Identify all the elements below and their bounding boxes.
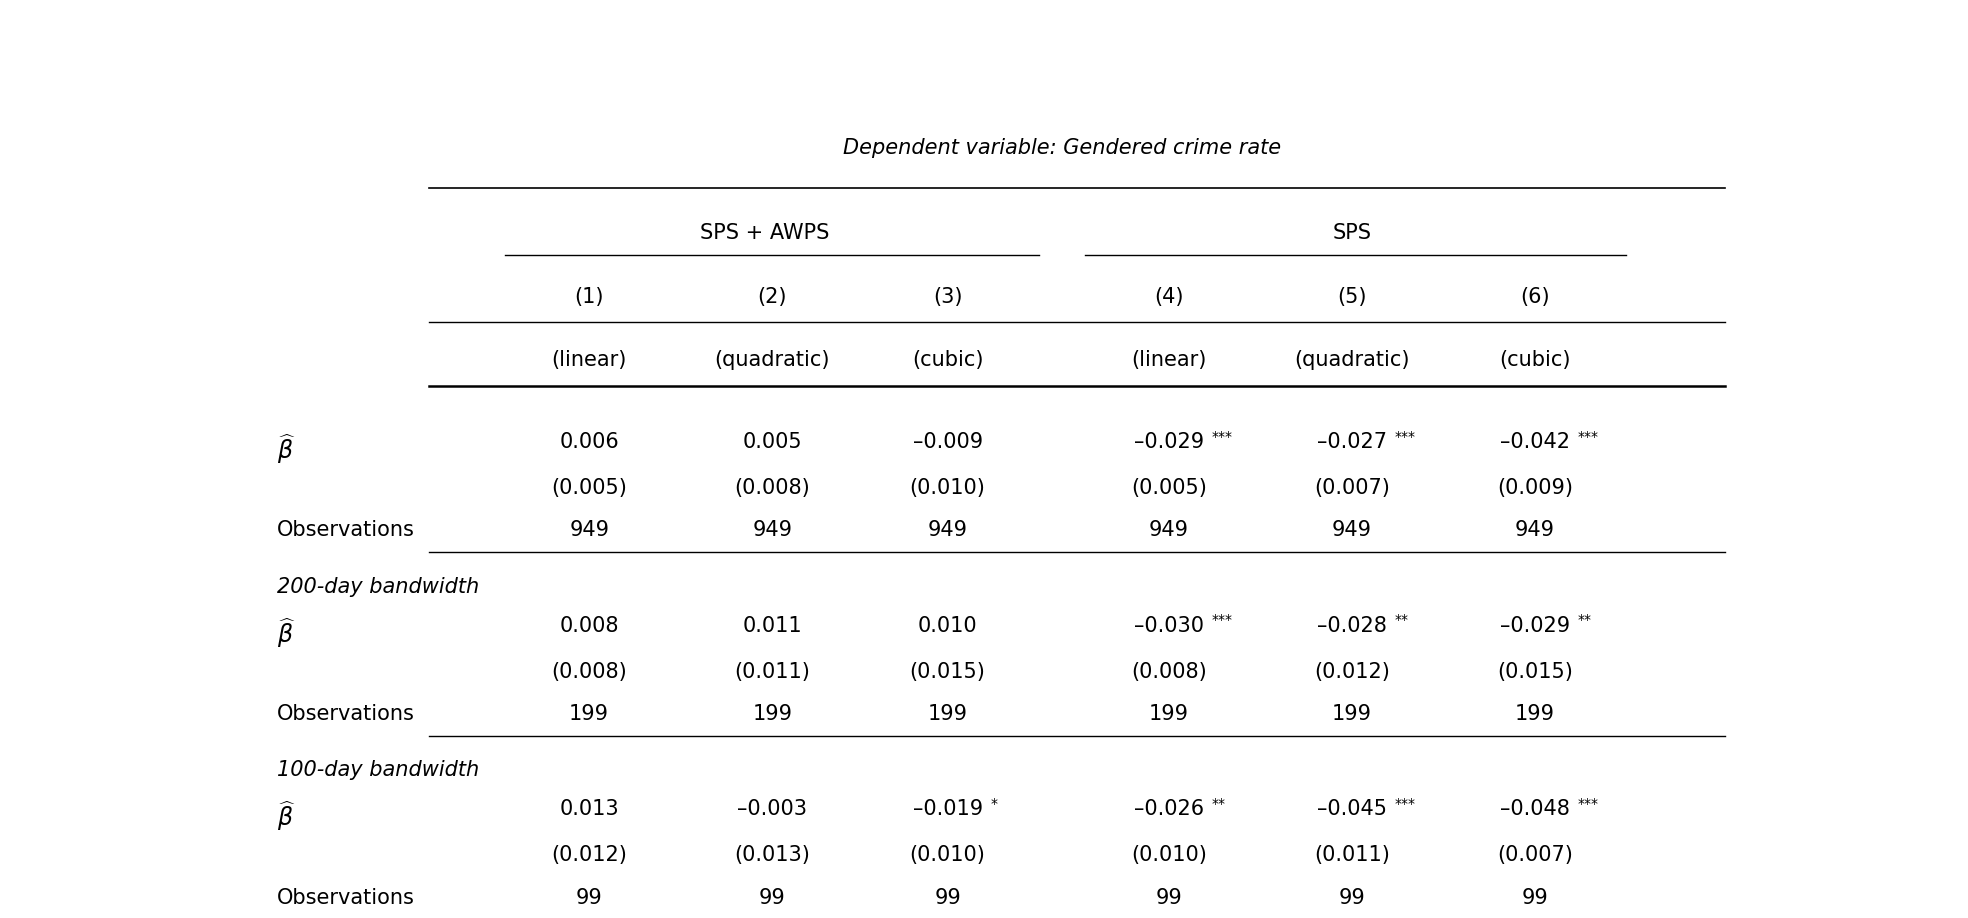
Text: $\widehat{\beta}$: $\widehat{\beta}$ — [276, 800, 295, 834]
Text: 949: 949 — [1149, 521, 1189, 540]
Text: 99: 99 — [577, 888, 602, 908]
Text: (0.008): (0.008) — [1132, 662, 1206, 681]
Text: $\widehat{\beta}$: $\widehat{\beta}$ — [276, 616, 295, 650]
Text: (cubic): (cubic) — [1500, 351, 1570, 371]
Text: (0.005): (0.005) — [1132, 477, 1206, 498]
Text: 949: 949 — [752, 521, 793, 540]
Text: Observations: Observations — [276, 521, 415, 540]
Text: (3): (3) — [933, 287, 962, 307]
Text: (0.010): (0.010) — [909, 477, 986, 498]
Text: 199: 199 — [752, 704, 793, 724]
Text: (0.008): (0.008) — [734, 477, 811, 498]
Text: (quadratic): (quadratic) — [714, 351, 830, 371]
Text: 99: 99 — [760, 888, 785, 908]
Text: (linear): (linear) — [551, 351, 628, 371]
Text: SPS: SPS — [1332, 223, 1372, 243]
Text: (quadratic): (quadratic) — [1295, 351, 1409, 371]
Text: (linear): (linear) — [1132, 351, 1206, 371]
Text: 949: 949 — [1332, 521, 1372, 540]
Text: Observations: Observations — [276, 704, 415, 724]
Text: (0.007): (0.007) — [1498, 845, 1572, 866]
Text: 0.013: 0.013 — [559, 800, 620, 820]
Text: 199: 199 — [1332, 704, 1372, 724]
Text: –0.019: –0.019 — [913, 800, 982, 820]
Text: 0.005: 0.005 — [742, 431, 803, 452]
Text: ***: *** — [1212, 613, 1232, 627]
Text: **: ** — [1212, 797, 1226, 812]
Text: $\widehat{\beta}$: $\widehat{\beta}$ — [276, 431, 295, 465]
Text: 199: 199 — [569, 704, 610, 724]
Text: 99: 99 — [935, 888, 960, 908]
Text: –0.027: –0.027 — [1317, 431, 1387, 452]
Text: (0.012): (0.012) — [551, 845, 628, 866]
Text: –0.029: –0.029 — [1500, 616, 1570, 635]
Text: (0.011): (0.011) — [1315, 845, 1389, 866]
Text: Dependent variable: Gendered crime rate: Dependent variable: Gendered crime rate — [842, 139, 1281, 159]
Text: (0.009): (0.009) — [1498, 477, 1572, 498]
Text: (4): (4) — [1153, 287, 1183, 307]
Text: (6): (6) — [1519, 287, 1549, 307]
Text: Observations: Observations — [276, 888, 415, 908]
Text: (0.015): (0.015) — [1498, 662, 1572, 681]
Text: 949: 949 — [569, 521, 610, 540]
Text: 199: 199 — [1149, 704, 1189, 724]
Text: SPS + AWPS: SPS + AWPS — [701, 223, 829, 243]
Text: –0.028: –0.028 — [1317, 616, 1387, 635]
Text: 0.010: 0.010 — [917, 616, 978, 635]
Text: –0.026: –0.026 — [1134, 800, 1204, 820]
Text: (0.007): (0.007) — [1315, 477, 1389, 498]
Text: *: * — [990, 797, 998, 812]
Text: 0.008: 0.008 — [559, 616, 618, 635]
Text: (0.008): (0.008) — [551, 662, 628, 681]
Text: 99: 99 — [1521, 888, 1549, 908]
Text: ***: *** — [1578, 797, 1598, 812]
Text: ***: *** — [1395, 797, 1415, 812]
Text: –0.048: –0.048 — [1500, 800, 1570, 820]
Text: (5): (5) — [1336, 287, 1366, 307]
Text: 199: 199 — [927, 704, 968, 724]
Text: 0.006: 0.006 — [559, 431, 620, 452]
Text: –0.042: –0.042 — [1500, 431, 1570, 452]
Text: –0.030: –0.030 — [1134, 616, 1204, 635]
Text: 100-day bandwidth: 100-day bandwidth — [276, 760, 478, 780]
Text: 949: 949 — [927, 521, 968, 540]
Text: 200-day bandwidth: 200-day bandwidth — [276, 577, 478, 597]
Text: –0.045: –0.045 — [1317, 800, 1387, 820]
Text: 199: 199 — [1515, 704, 1555, 724]
Text: 99: 99 — [1155, 888, 1183, 908]
Text: (cubic): (cubic) — [911, 351, 984, 371]
Text: 99: 99 — [1338, 888, 1366, 908]
Text: (0.005): (0.005) — [551, 477, 628, 498]
Text: (1): (1) — [575, 287, 604, 307]
Text: –0.009: –0.009 — [913, 431, 982, 452]
Text: ***: *** — [1395, 430, 1415, 443]
Text: 0.011: 0.011 — [742, 616, 803, 635]
Text: (0.015): (0.015) — [909, 662, 986, 681]
Text: (0.012): (0.012) — [1315, 662, 1389, 681]
Text: (0.010): (0.010) — [1132, 845, 1206, 866]
Text: (0.013): (0.013) — [734, 845, 811, 866]
Text: 949: 949 — [1515, 521, 1555, 540]
Text: (0.011): (0.011) — [734, 662, 811, 681]
Text: (2): (2) — [758, 287, 787, 307]
Text: ***: *** — [1212, 430, 1232, 443]
Text: (0.010): (0.010) — [909, 845, 986, 866]
Text: **: ** — [1395, 613, 1409, 627]
Text: **: ** — [1578, 613, 1592, 627]
Text: –0.003: –0.003 — [738, 800, 807, 820]
Text: ***: *** — [1578, 430, 1598, 443]
Text: –0.029: –0.029 — [1134, 431, 1204, 452]
